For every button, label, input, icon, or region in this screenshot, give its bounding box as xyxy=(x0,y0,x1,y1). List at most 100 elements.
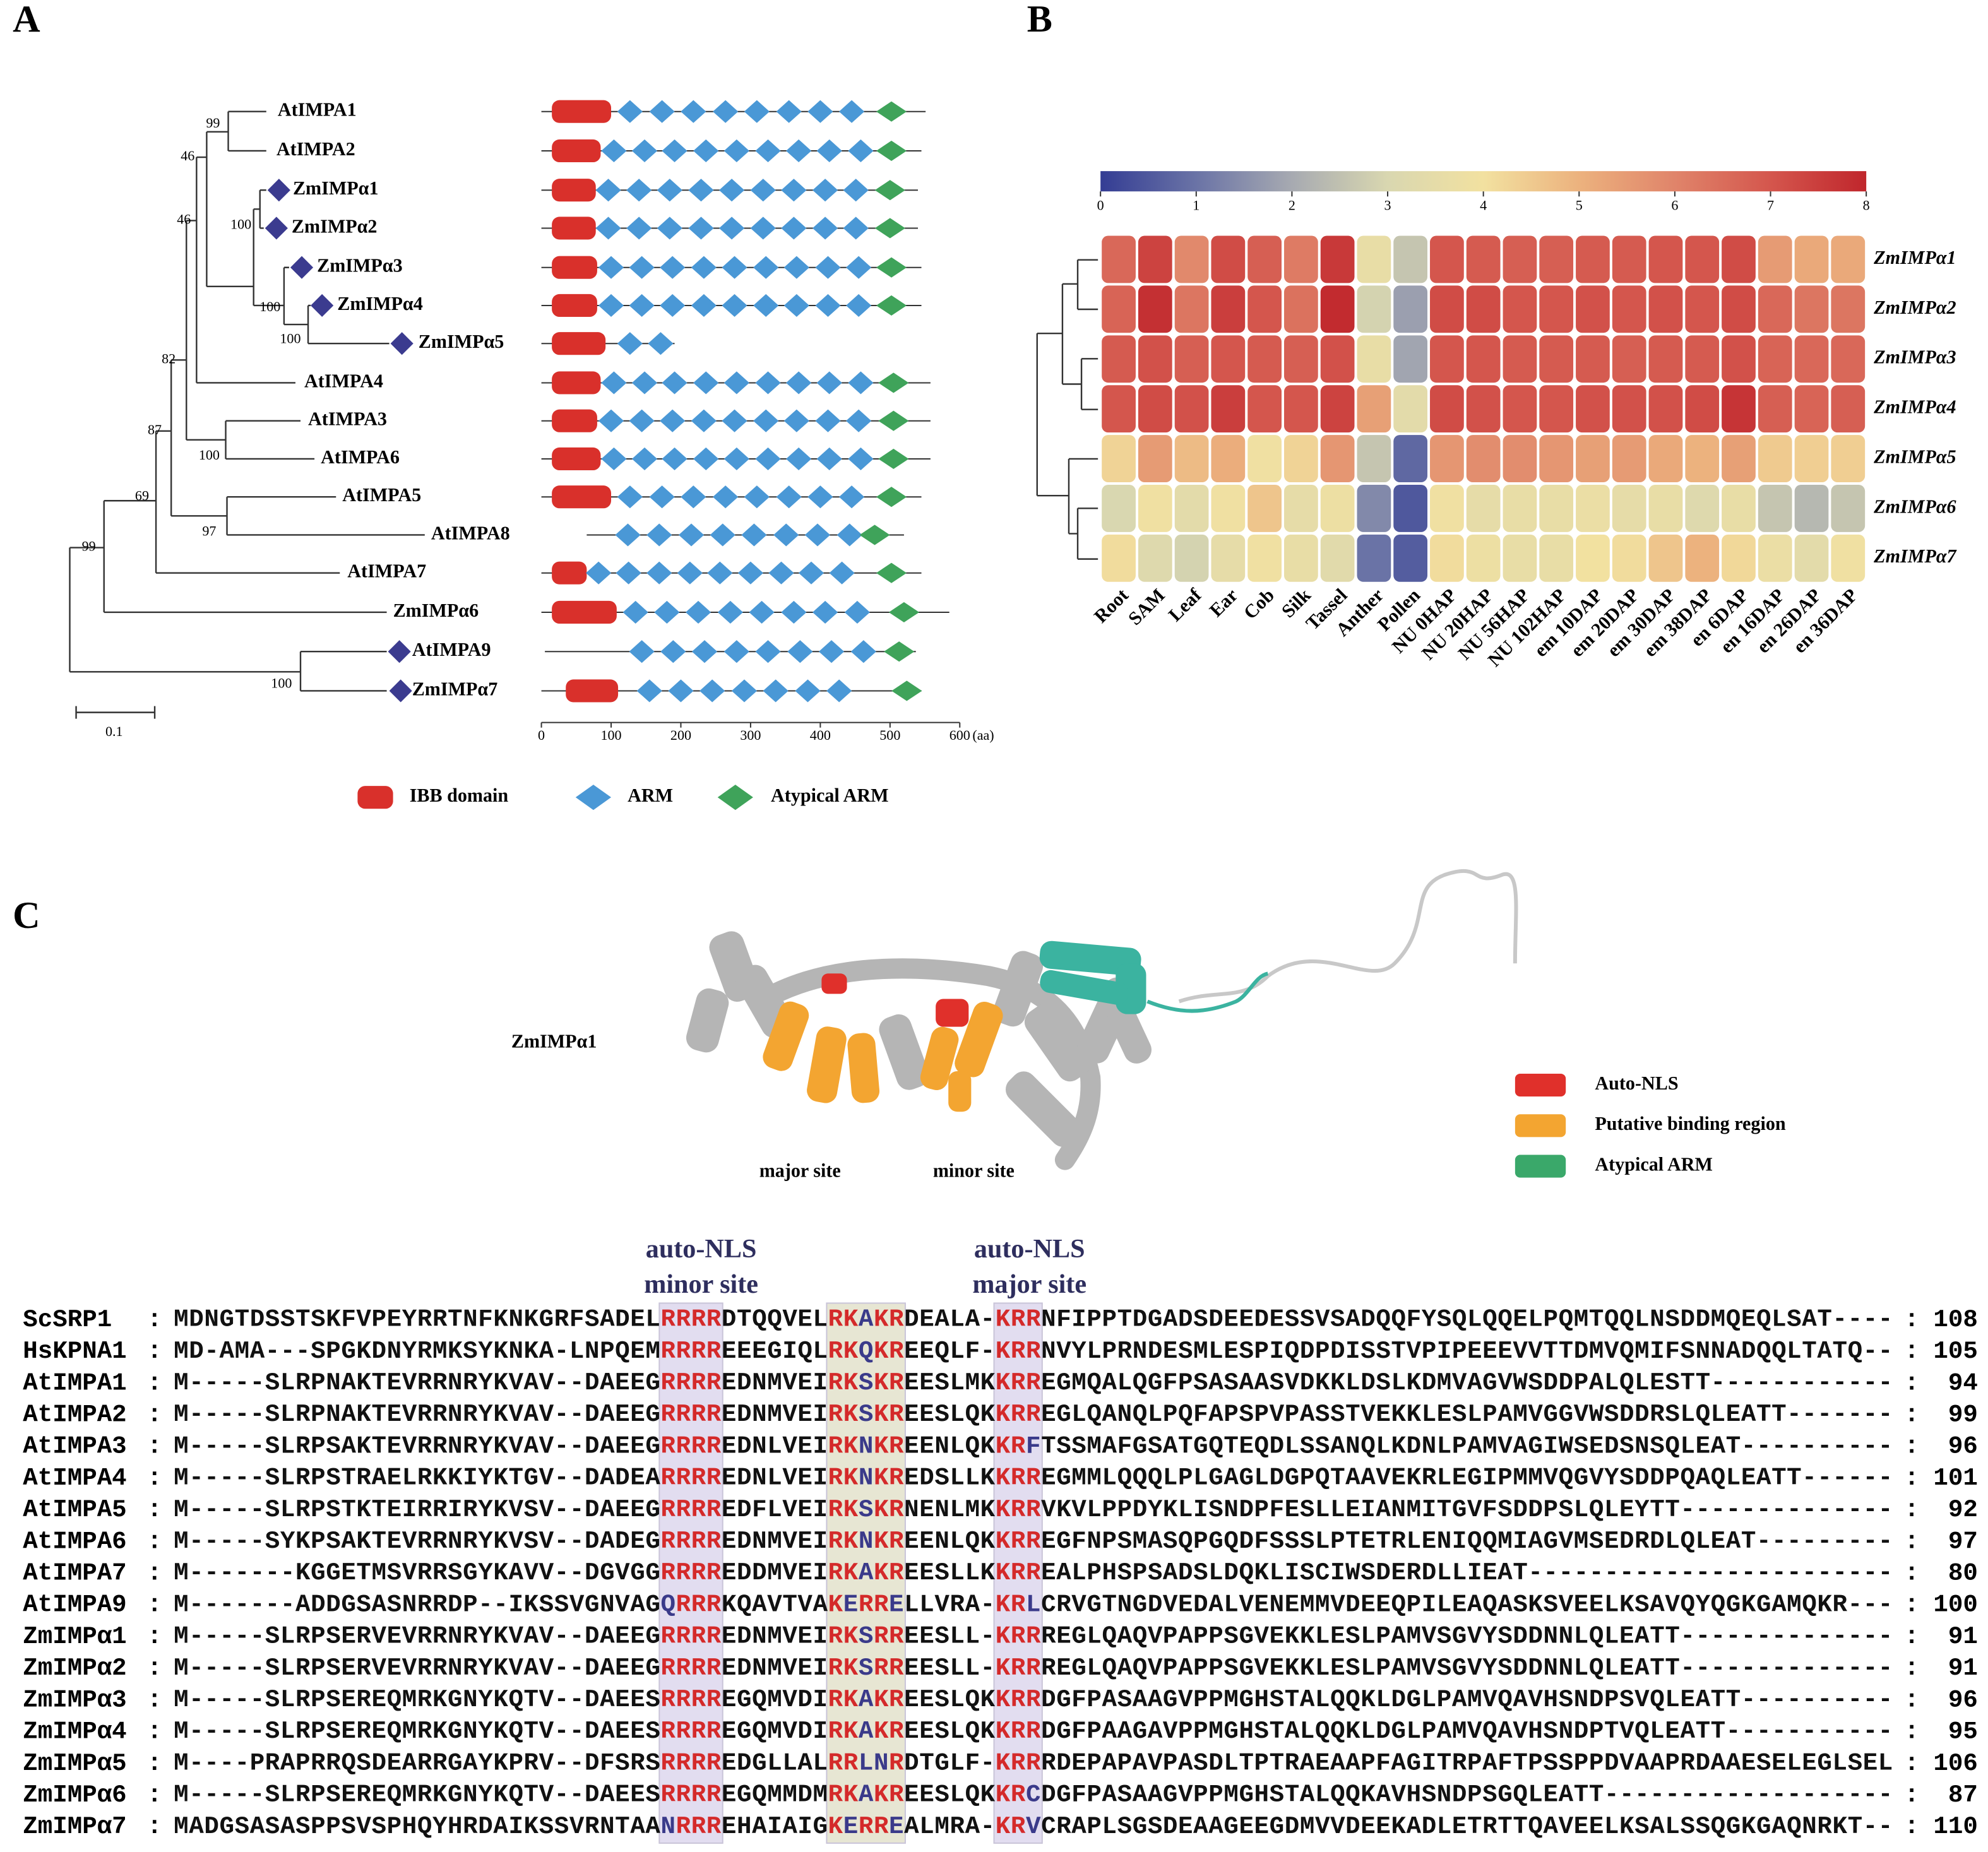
leaf-marker xyxy=(389,679,412,703)
alignment-header: auto-NLS xyxy=(974,1234,1085,1264)
heatmap-cell xyxy=(1685,534,1720,582)
arm-repeat xyxy=(781,217,807,240)
heatmap-cell xyxy=(1539,385,1574,433)
legend-label: Putative binding region xyxy=(1595,1113,1786,1134)
separator: : xyxy=(1904,1685,1919,1714)
heatmap-cell xyxy=(1576,235,1610,283)
heatmap-cell xyxy=(1466,484,1501,532)
heatmap-cell xyxy=(1102,285,1136,333)
heatmap-cell xyxy=(1831,235,1866,283)
heatmap-cell xyxy=(1758,385,1792,433)
alignment-header: minor site xyxy=(644,1269,758,1299)
separator: : xyxy=(147,1749,162,1778)
heatmap-cell xyxy=(1648,285,1683,333)
arm-repeat xyxy=(768,561,794,585)
leaf-label: AtIMPA1 xyxy=(278,99,357,121)
x-tick-label: 300 xyxy=(740,727,761,743)
sequence-end: 108 xyxy=(1933,1305,1978,1334)
heatmap-cell xyxy=(1357,484,1391,532)
heatmap-cell xyxy=(1648,385,1683,433)
heatmap-cell xyxy=(1138,435,1172,482)
heatmap-cell xyxy=(1357,335,1391,383)
arm-repeat xyxy=(691,409,717,432)
arm-repeat xyxy=(678,523,705,547)
colorbar-tick-label: 5 xyxy=(1576,197,1583,213)
colorbar-tick-label: 7 xyxy=(1767,197,1774,213)
scale-bar xyxy=(75,706,156,719)
heatmap-cell xyxy=(1539,435,1574,482)
arm-repeat xyxy=(691,256,717,279)
arm-repeat xyxy=(601,371,627,395)
heatmap-cell xyxy=(1503,385,1537,433)
bootstrap-value: 100 xyxy=(259,299,280,314)
x-tick-label: 100 xyxy=(600,727,621,743)
protein-structure xyxy=(686,869,1518,1170)
sequence-name: ZmIMPα5 xyxy=(23,1749,126,1778)
heatmap-cell xyxy=(1466,435,1501,482)
x-tick-label: 0 xyxy=(538,727,545,743)
legend-swatch xyxy=(357,786,393,809)
sequence-end: 91 xyxy=(1948,1654,1978,1682)
heatmap-cell xyxy=(1648,235,1683,283)
atypical-arm xyxy=(878,410,909,431)
arm-repeat xyxy=(617,332,643,355)
arm-repeat xyxy=(722,256,747,279)
sequence-end: 87 xyxy=(1948,1781,1978,1809)
legend-swatch xyxy=(1515,1155,1566,1178)
leaf-label: AtIMPA3 xyxy=(308,408,387,430)
separator: : xyxy=(1904,1432,1919,1461)
arm-repeat xyxy=(691,640,718,663)
legend-swatch xyxy=(575,785,612,810)
bootstrap-value: 97 xyxy=(202,523,216,539)
arm-repeat xyxy=(787,640,813,663)
heatmap-cell xyxy=(1466,335,1501,383)
legend-swatch xyxy=(1515,1114,1566,1137)
atypical-arm xyxy=(878,448,909,470)
heatmap-cell xyxy=(1794,385,1829,433)
leaf-label: ZmIMPα1 xyxy=(293,177,379,199)
tree-branches xyxy=(69,110,425,692)
ibb-domain xyxy=(552,485,612,509)
sequence: M-----SLRPSTKTEIRRIRYKVSV--DAEEGRRRREDFL… xyxy=(174,1495,1893,1524)
heatmap-cell xyxy=(1576,484,1610,532)
separator: : xyxy=(147,1305,162,1334)
arm-repeat xyxy=(598,409,624,432)
separator: : xyxy=(147,1685,162,1714)
ibb-domain xyxy=(552,217,596,240)
sequence-name: ZmIMPα4 xyxy=(23,1718,126,1746)
sequence-end: 99 xyxy=(1948,1401,1978,1429)
bootstrap-value: 99 xyxy=(206,115,220,131)
heatmap-cell xyxy=(1612,534,1646,582)
heatmap-cell xyxy=(1648,335,1683,383)
heatmap-cell xyxy=(1612,235,1646,283)
sequence: M-------KGGETMSVRRSGYKAVV--DGVGGRRRREDDM… xyxy=(174,1559,1893,1588)
heatmap-cell xyxy=(1102,385,1136,433)
heatmap-cell xyxy=(1320,335,1355,383)
heatmap-cell xyxy=(1393,285,1428,333)
heatmap-cell xyxy=(1283,435,1318,482)
legend-label: IBB domain xyxy=(410,785,509,806)
sequence-end: 106 xyxy=(1933,1749,1978,1778)
ibb-domain xyxy=(552,561,587,585)
bootstrap-value: 100 xyxy=(230,217,251,232)
sequence-name: AtIMPA7 xyxy=(23,1559,126,1588)
heatmap-cell xyxy=(1430,484,1464,532)
x-axis-unit: (aa) xyxy=(972,727,994,743)
arm-repeat xyxy=(763,679,789,703)
heatmap-cell xyxy=(1466,285,1501,333)
panel-label: A xyxy=(13,0,40,40)
heatmap-cell xyxy=(1430,385,1464,433)
separator: : xyxy=(147,1464,162,1492)
heatmap-cell xyxy=(1283,534,1318,582)
heatmap-cell xyxy=(1102,335,1136,383)
heatmap-cell xyxy=(1138,484,1172,532)
heatmap-cell xyxy=(1685,335,1720,383)
heatmap-cell xyxy=(1576,435,1610,482)
x-tick-label: 400 xyxy=(810,727,831,743)
heatmap-cell xyxy=(1211,534,1246,582)
bootstrap-value: 100 xyxy=(280,330,301,346)
heatmap-cell xyxy=(1685,484,1720,532)
heatmap-cell xyxy=(1758,235,1792,283)
heatmap-cell xyxy=(1722,385,1756,433)
arm-repeat xyxy=(598,256,624,279)
